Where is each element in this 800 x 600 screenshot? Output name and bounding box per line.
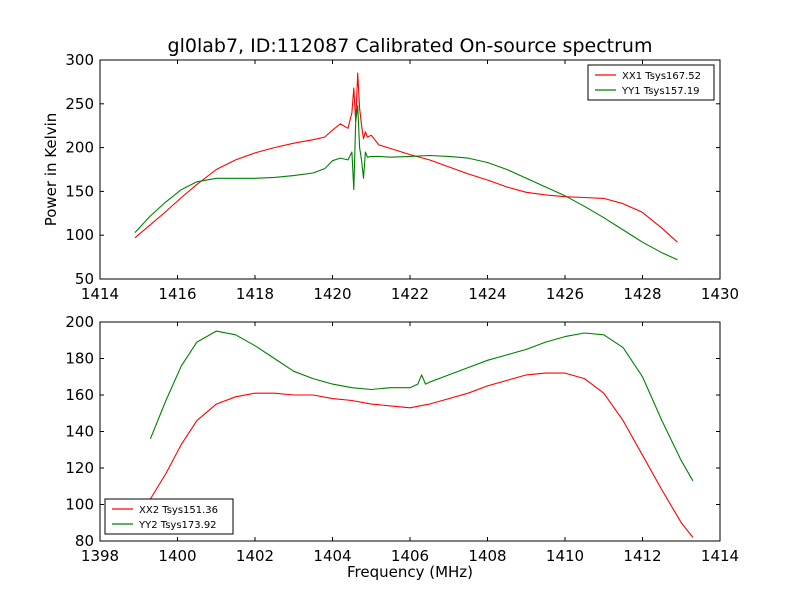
x-tick-label: 1424	[468, 285, 506, 303]
y-tick-label: 300	[65, 51, 94, 69]
x-tick-label: 1408	[468, 547, 506, 565]
y-tick-label: 120	[65, 459, 94, 477]
legend-box	[104, 498, 234, 535]
y-tick-label: 250	[65, 95, 94, 113]
chart-title: gl0lab7, ID:112087 Calibrated On-source …	[168, 35, 653, 57]
series-line-1-1	[134, 72, 678, 243]
series-line-2-1	[149, 372, 694, 538]
x-tick-label: 1416	[158, 285, 196, 303]
legend-1: XX1 Tsys167.52 YY1 Tsys157.19	[587, 64, 715, 101]
series-line-2-2	[149, 330, 694, 482]
x-tick-label: 1414	[81, 285, 119, 303]
chart-panel-1: 1414 1416 1418 1420 1422 1424 1426 1428 1430 50 10…	[42, 35, 739, 303]
x-tick-label: 1428	[623, 285, 661, 303]
y-tick-label: 200	[65, 313, 94, 331]
legend-entry: YY2 Tsys173.92	[138, 520, 217, 531]
x-tick-label: 1400	[158, 547, 196, 565]
x-tick-label: 1398	[81, 547, 119, 565]
x-tick-label: 1410	[546, 547, 584, 565]
legend-2: XX2 Tsys151.36 YY2 Tsys173.92	[104, 498, 234, 535]
x-tick-label: 1418	[236, 285, 274, 303]
y-tick-label: 80	[75, 532, 94, 550]
x-tick-label: 1422	[391, 285, 429, 303]
legend-box	[587, 64, 715, 101]
y-tick-label: 200	[65, 139, 94, 157]
y-tick-label: 140	[65, 423, 94, 441]
chart-panel-2: 1398 1400 1402 1404 1406 1408 1410 1412 1414 80 10…	[65, 313, 739, 581]
x-tick-label: 1420	[313, 285, 351, 303]
y-tick-label: 50	[75, 270, 94, 288]
x-tick-label: 1426	[546, 285, 584, 303]
series-line-1-2	[134, 105, 678, 261]
x-tick-label: 1406	[391, 547, 429, 565]
y-tick-label: 160	[65, 386, 94, 404]
x-tick-label: 1402	[236, 547, 274, 565]
x-tick-label: 1430	[701, 285, 739, 303]
legend-entry: YY1 Tsys157.19	[621, 86, 700, 97]
y-tick-label: 180	[65, 350, 94, 368]
legend-entry: XX2 Tsys151.36	[139, 505, 218, 516]
legend-entry: XX1 Tsys167.52	[622, 71, 701, 82]
x-tick-label: 1412	[623, 547, 661, 565]
y-axis-label: Power in Kelvin	[42, 113, 60, 227]
y-tick-label: 100	[65, 496, 94, 514]
y-tick-label: 100	[65, 226, 94, 244]
y-tick-label: 150	[65, 182, 94, 200]
x-axis-label: Frequency (MHz)	[347, 563, 473, 581]
x-tick-label: 1414	[701, 547, 739, 565]
x-tick-label: 1404	[313, 547, 351, 565]
